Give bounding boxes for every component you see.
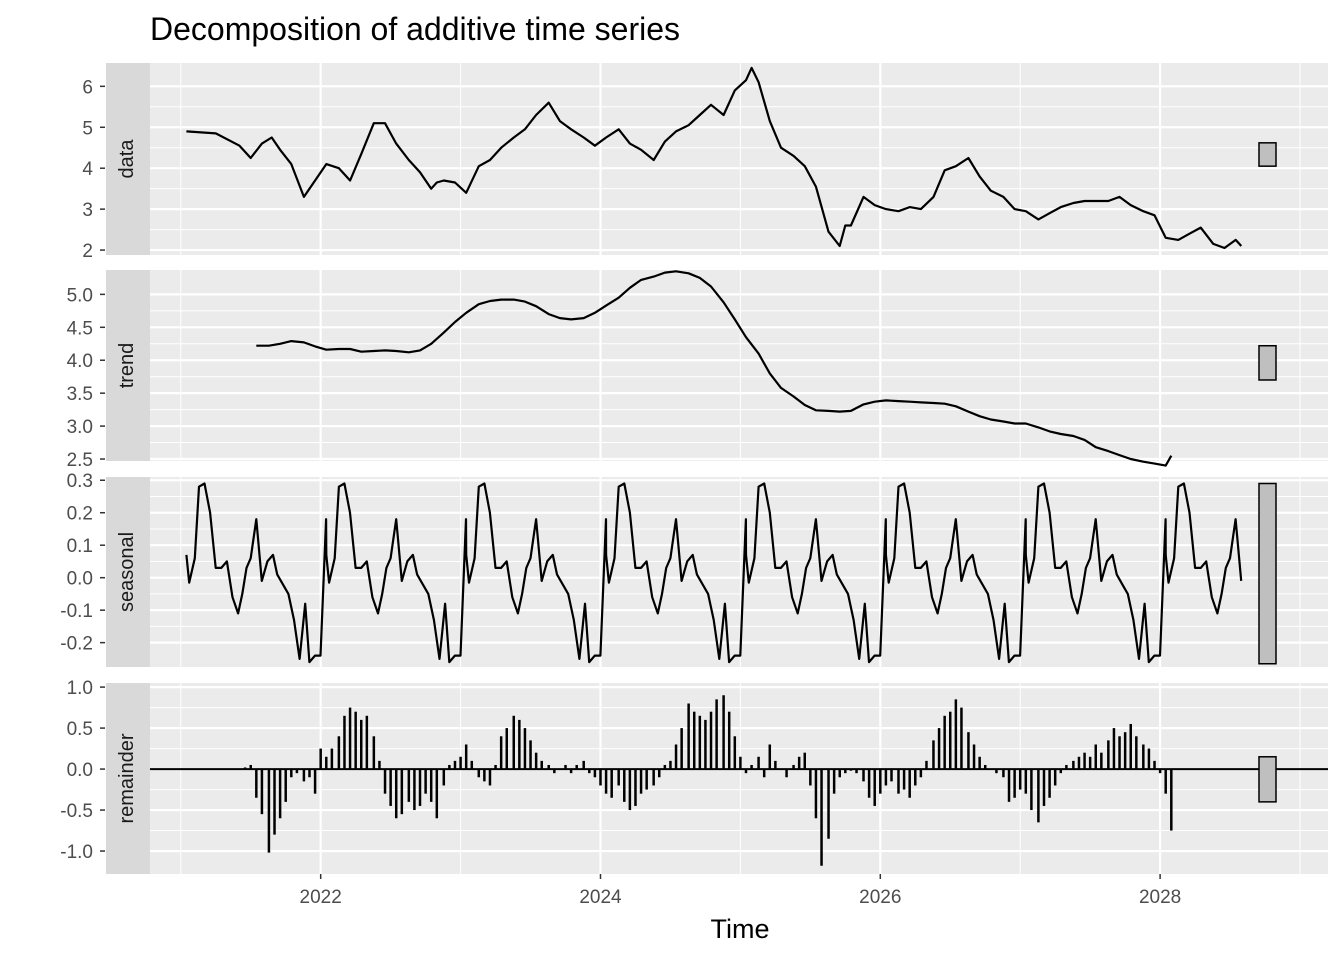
y-tick-label-trend: 4.0 (67, 351, 93, 372)
y-tick-label-remainder: -0.5 (60, 801, 93, 822)
x-tick-label: 2028 (1139, 887, 1181, 908)
y-tick-label-seasonal: 0.0 (67, 569, 93, 590)
strip-label-remainder: remainder (116, 733, 138, 823)
y-tick-label-seasonal: 0.1 (67, 536, 93, 557)
panel-background-remainder (150, 683, 1328, 874)
y-tick-label-data: 2 (82, 241, 93, 262)
y-tick-label-data: 5 (82, 118, 93, 139)
y-tick-label-trend: 5.0 (67, 285, 93, 306)
y-tick-label-data: 6 (82, 77, 93, 98)
y-tick-label-trend: 4.5 (67, 318, 93, 339)
y-tick-label-trend: 2.5 (67, 450, 93, 471)
range-bar-data (1258, 142, 1277, 167)
y-tick-label-trend: 3.0 (67, 417, 93, 438)
range-bar-trend (1258, 344, 1277, 381)
y-tick-label-seasonal: 0.2 (67, 504, 93, 525)
strip-label-seasonal: seasonal (116, 532, 138, 612)
strip-seasonal (106, 477, 150, 667)
strip-data (106, 63, 150, 255)
series-line-seasonal (185, 482, 1243, 664)
x-axis-title: Time (711, 914, 770, 944)
y-tick-label-data: 4 (82, 159, 93, 180)
series-line-trend (256, 270, 1173, 467)
y-tick-label-seasonal: -0.2 (60, 634, 93, 655)
panel-remainder: remainder -1.0 -0.5 0.0 0.5 1.0 (60, 678, 1328, 874)
x-tick-label: 2024 (579, 887, 622, 908)
y-tick-label-remainder: 0.0 (67, 760, 93, 781)
x-tick-label: 2026 (859, 887, 901, 908)
range-bar-remainder (1258, 756, 1277, 803)
x-tick-label: 2022 (300, 887, 342, 908)
facet-panels: data 2 3 4 5 6 trend 2.5 3.0 3.5 4.0 4.5 5.0 seasonal… (60, 63, 1328, 874)
panel-background-data (150, 63, 1328, 255)
panel-data: data 2 3 4 5 6 (82, 63, 1328, 262)
x-axis: 2022 2024 2026 2028 (300, 874, 1181, 908)
panel-background-seasonal (150, 477, 1328, 667)
y-tick-label-remainder: 0.5 (67, 719, 93, 740)
range-bar-seasonal (1258, 482, 1277, 665)
y-tick-label-data: 3 (82, 200, 93, 221)
y-tick-label-trend: 3.5 (67, 384, 93, 405)
y-tick-label-seasonal: 0.3 (67, 471, 93, 492)
strip-label-trend: trend (116, 343, 138, 389)
chart-title: Decomposition of additive time series (150, 11, 680, 47)
panel-seasonal: seasonal -0.2 -0.1 0.0 0.1 0.2 0.3 (60, 471, 1328, 667)
strip-label-data: data (116, 139, 138, 179)
panel-background-trend (150, 270, 1328, 461)
strip-remainder (106, 683, 150, 874)
series-line-data (186, 66, 1243, 250)
y-tick-label-remainder: -1.0 (60, 842, 93, 863)
y-tick-label-seasonal: -0.1 (60, 601, 93, 622)
strip-trend (106, 270, 150, 461)
panel-trend: trend 2.5 3.0 3.5 4.0 4.5 5.0 (67, 270, 1328, 471)
y-tick-label-remainder: 1.0 (67, 678, 93, 699)
